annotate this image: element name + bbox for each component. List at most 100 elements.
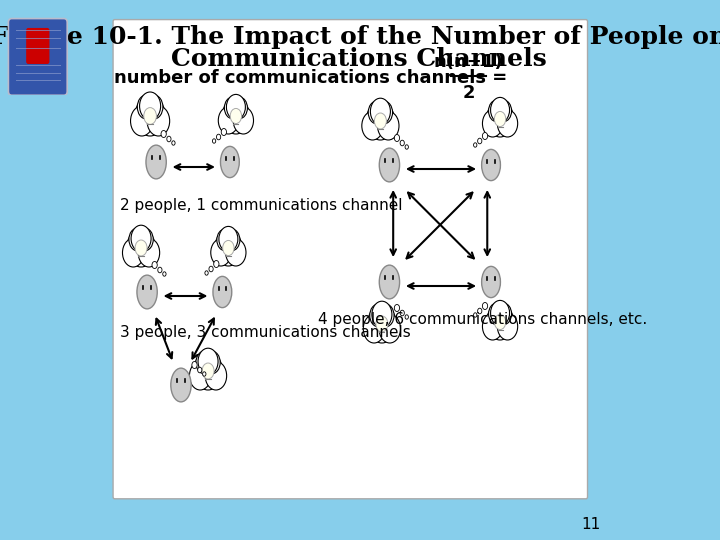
Circle shape (192, 361, 197, 368)
Ellipse shape (482, 150, 500, 180)
Circle shape (205, 361, 227, 390)
Circle shape (194, 352, 222, 390)
Circle shape (374, 113, 387, 129)
Text: n(n−1): n(n−1) (433, 53, 503, 71)
Circle shape (211, 239, 231, 266)
FancyBboxPatch shape (113, 19, 588, 499)
Circle shape (231, 97, 248, 119)
Circle shape (395, 305, 400, 312)
Circle shape (127, 229, 156, 267)
Ellipse shape (137, 275, 157, 309)
Text: Figure 10-1. The Impact of the Number of People on: Figure 10-1. The Impact of the Number of… (0, 25, 720, 49)
Ellipse shape (220, 146, 239, 178)
Circle shape (370, 304, 387, 327)
Circle shape (364, 314, 384, 343)
Circle shape (482, 110, 503, 137)
Circle shape (131, 225, 151, 252)
Circle shape (490, 300, 510, 326)
Circle shape (477, 308, 482, 314)
Circle shape (136, 228, 153, 251)
Circle shape (203, 351, 220, 374)
Circle shape (400, 310, 405, 316)
Circle shape (495, 303, 512, 325)
Circle shape (163, 272, 166, 276)
Circle shape (362, 111, 383, 140)
Circle shape (477, 138, 482, 144)
Circle shape (215, 230, 242, 266)
Text: number of communications channels =: number of communications channels = (114, 69, 514, 87)
Circle shape (202, 372, 206, 376)
Circle shape (405, 145, 408, 149)
Circle shape (368, 305, 396, 343)
Circle shape (202, 363, 214, 379)
Ellipse shape (213, 276, 232, 308)
Ellipse shape (379, 265, 400, 299)
Circle shape (222, 98, 249, 134)
Circle shape (395, 134, 400, 141)
Circle shape (474, 313, 477, 317)
Circle shape (498, 110, 518, 137)
Circle shape (167, 136, 171, 142)
Circle shape (495, 100, 512, 122)
Text: 11: 11 (581, 517, 600, 532)
Circle shape (405, 315, 408, 319)
Circle shape (370, 98, 390, 125)
Circle shape (189, 361, 211, 390)
Circle shape (135, 96, 165, 136)
Circle shape (372, 301, 392, 328)
Circle shape (144, 107, 156, 124)
Circle shape (368, 101, 385, 124)
Circle shape (196, 351, 213, 374)
Ellipse shape (482, 266, 500, 298)
Circle shape (130, 106, 153, 136)
Circle shape (379, 314, 400, 343)
Circle shape (487, 101, 513, 137)
Circle shape (219, 226, 238, 252)
Circle shape (482, 132, 487, 139)
Circle shape (135, 240, 147, 256)
Circle shape (474, 143, 477, 147)
Circle shape (377, 304, 394, 327)
Circle shape (498, 313, 518, 340)
Circle shape (377, 111, 399, 140)
Circle shape (482, 302, 487, 309)
Ellipse shape (146, 145, 166, 179)
Circle shape (224, 229, 240, 251)
Circle shape (495, 314, 505, 329)
Circle shape (172, 141, 175, 145)
Circle shape (205, 271, 208, 275)
Circle shape (145, 95, 163, 119)
Text: 2: 2 (462, 84, 474, 102)
Circle shape (366, 102, 395, 140)
Text: 4 people, 6 communications channels, etc.: 4 people, 6 communications channels, etc… (318, 312, 647, 327)
Text: Communications Channels: Communications Channels (171, 47, 547, 71)
FancyBboxPatch shape (26, 28, 50, 64)
Circle shape (495, 111, 505, 126)
Circle shape (209, 266, 213, 272)
Circle shape (375, 101, 392, 124)
Circle shape (198, 348, 218, 375)
Circle shape (225, 97, 240, 119)
Circle shape (140, 92, 161, 120)
Circle shape (129, 228, 146, 251)
Ellipse shape (171, 368, 191, 402)
Circle shape (222, 240, 234, 255)
Text: 2 people, 1 communications channel: 2 people, 1 communications channel (120, 198, 402, 213)
Text: 3 people, 3 communications channels: 3 people, 3 communications channels (120, 325, 410, 340)
Circle shape (217, 229, 233, 251)
Circle shape (226, 94, 246, 119)
Circle shape (138, 95, 156, 119)
Circle shape (230, 109, 242, 124)
Circle shape (217, 134, 221, 140)
Circle shape (214, 260, 219, 267)
Ellipse shape (379, 148, 400, 182)
Circle shape (489, 303, 505, 325)
Circle shape (152, 261, 157, 268)
Circle shape (376, 316, 388, 332)
Circle shape (161, 131, 166, 138)
Circle shape (233, 107, 253, 134)
Circle shape (147, 106, 170, 136)
Circle shape (212, 139, 216, 143)
Circle shape (218, 107, 238, 134)
FancyBboxPatch shape (9, 18, 67, 95)
